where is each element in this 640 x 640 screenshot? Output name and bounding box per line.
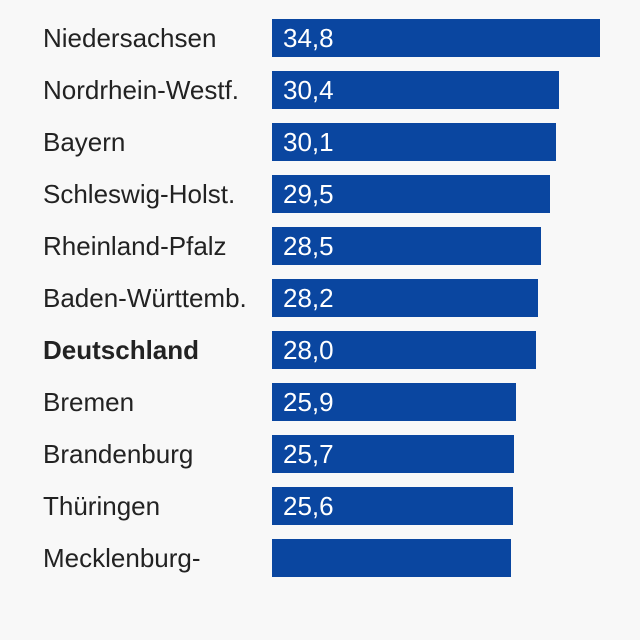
bar xyxy=(272,539,512,577)
bar-row: Thüringen 25,6 xyxy=(0,480,640,532)
category-label: Bremen xyxy=(43,387,135,417)
bar xyxy=(272,71,559,109)
bar-row: Bayern 30,1 xyxy=(0,116,640,168)
category-label: Bayern xyxy=(43,127,126,157)
category-label: Baden-Württemb. xyxy=(43,283,247,313)
bar xyxy=(272,19,601,57)
category-label: Rheinland-Pfalz xyxy=(43,231,227,261)
bar-track xyxy=(272,539,602,577)
bar-track: 29,5 xyxy=(272,175,602,213)
bar-row: Bremen 25,9 xyxy=(0,376,640,428)
category-label: Mecklenburg- xyxy=(43,543,201,573)
bar xyxy=(272,123,556,161)
category-label: Nordrhein-Westf. xyxy=(43,75,240,105)
bar xyxy=(272,279,538,317)
value-label: 25,6 xyxy=(283,491,334,521)
bar-track: 25,7 xyxy=(272,435,602,473)
bar-row: Deutschland 28,0 xyxy=(0,324,640,376)
bar xyxy=(272,383,517,421)
bar-track: 30,4 xyxy=(272,71,602,109)
bar-track: 25,9 xyxy=(272,383,602,421)
bar-row: Mecklenburg- xyxy=(0,532,640,584)
bar xyxy=(272,175,551,213)
category-label: Brandenburg xyxy=(43,439,194,469)
bar-track: 25,6 xyxy=(272,487,602,525)
value-label: 28,0 xyxy=(283,335,334,365)
category-label: Schleswig-Holst. xyxy=(43,179,236,209)
value-label: 29,5 xyxy=(283,179,334,209)
value-label: 28,5 xyxy=(283,231,334,261)
value-label: 28,2 xyxy=(283,283,334,313)
bar xyxy=(272,487,514,525)
bar-row: Schleswig-Holst. 29,5 xyxy=(0,168,640,220)
bar xyxy=(272,435,515,473)
chart: Niedersachsen 34,8 Nordrhein-Westf. 30,4 Bay… xyxy=(0,12,640,584)
category-label: Deutschland xyxy=(43,335,200,365)
bar-track: 28,2 xyxy=(272,279,602,317)
bar-track: 30,1 xyxy=(272,123,602,161)
value-label: 30,1 xyxy=(283,127,334,157)
value-label: 30,4 xyxy=(283,75,334,105)
value-label: 25,7 xyxy=(283,439,334,469)
bar-row: Brandenburg 25,7 xyxy=(0,428,640,480)
bar-row: Baden-Württemb. 28,2 xyxy=(0,272,640,324)
bar-track: 34,8 xyxy=(272,19,602,57)
category-label: Thüringen xyxy=(43,491,161,521)
bar-row: Rheinland-Pfalz 28,5 xyxy=(0,220,640,272)
value-label: 25,9 xyxy=(283,387,334,417)
bar-track: 28,0 xyxy=(272,331,602,369)
category-label: Niedersachsen xyxy=(43,23,217,53)
bar-track: 28,5 xyxy=(272,227,602,265)
bar-row: Nordrhein-Westf. 30,4 xyxy=(0,64,640,116)
bar xyxy=(272,227,541,265)
value-label: 34,8 xyxy=(283,23,334,53)
bar xyxy=(272,331,536,369)
bar-row: Niedersachsen 34,8 xyxy=(0,12,640,64)
